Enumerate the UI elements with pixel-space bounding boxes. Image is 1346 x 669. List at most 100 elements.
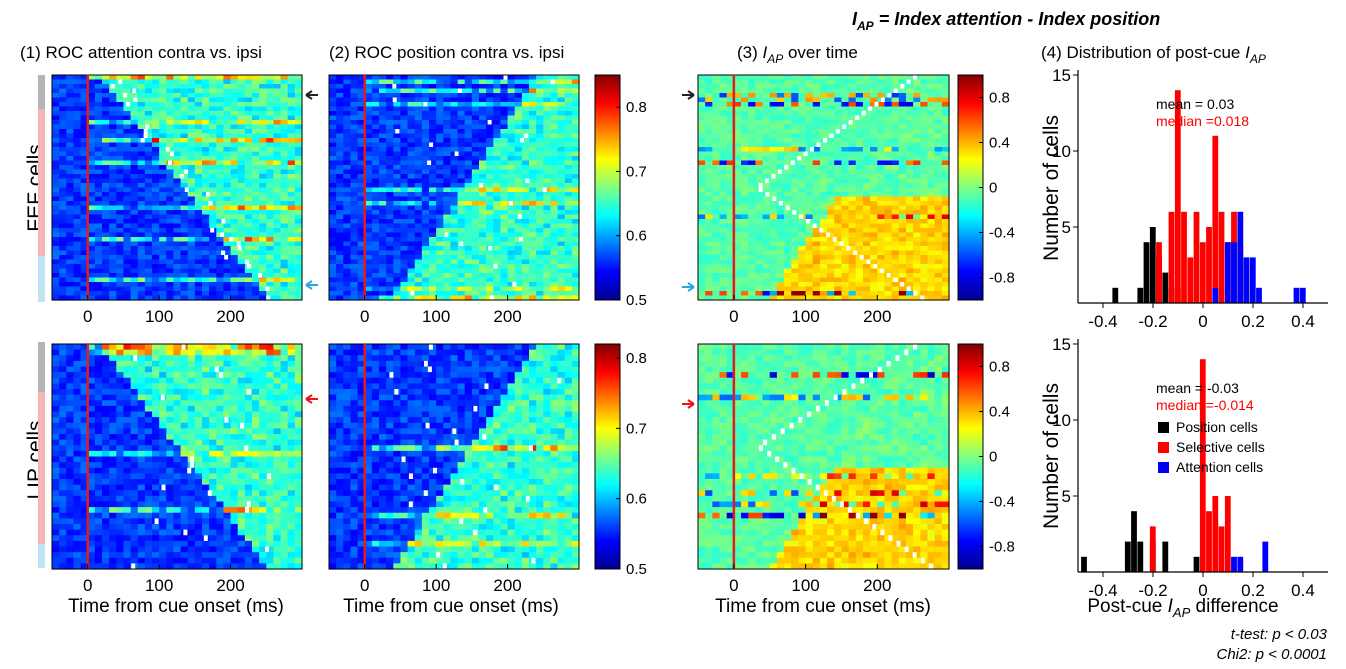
heatmap-cell <box>748 192 756 198</box>
heatmap-cell <box>529 223 537 229</box>
heatmap-cell <box>507 111 516 117</box>
heatmap-cell <box>357 79 366 85</box>
heatmap-cell <box>273 241 282 247</box>
heatmap-cell <box>202 142 210 148</box>
heatmap-cell <box>877 241 886 247</box>
heatmap-cell <box>259 273 267 279</box>
heatmap-cell <box>336 151 344 157</box>
heatmap-cell <box>87 286 96 292</box>
heatmap-cell <box>336 111 344 117</box>
heatmap-cell <box>116 291 125 297</box>
heatmap-cell <box>841 138 850 144</box>
heatmap-cell <box>59 75 67 81</box>
heatmap-cell <box>130 268 139 274</box>
heatmap-cell <box>443 75 452 81</box>
heatmap-cell <box>209 277 217 283</box>
heatmap-cell <box>543 102 552 108</box>
heatmap-cell <box>166 97 175 103</box>
heatmap-cell <box>927 219 936 225</box>
heatmap-cell <box>436 156 444 162</box>
heatmap-cell <box>521 183 530 189</box>
heatmap-cell <box>66 93 75 99</box>
heatmap-cell <box>94 124 103 130</box>
heatmap-cell <box>855 250 864 256</box>
heatmap-cell <box>557 219 566 225</box>
heatmap-cell <box>712 183 721 189</box>
heatmap-cell <box>343 277 352 283</box>
heatmap-cell <box>202 156 210 162</box>
heatmap-cell <box>294 79 303 85</box>
heatmap-cell <box>550 183 559 189</box>
heatmap-cell <box>102 277 110 283</box>
heatmap-cell <box>244 223 253 229</box>
heatmap-cell <box>144 115 153 121</box>
heatmap-cell <box>421 273 430 279</box>
heatmap-cell <box>350 160 359 166</box>
heatmap-cell <box>848 196 857 202</box>
heatmap-cell <box>891 223 900 229</box>
heatmap-cell <box>571 93 580 99</box>
heatmap-cell <box>393 201 402 207</box>
heatmap-cell <box>705 138 713 144</box>
heatmap-cell <box>336 156 344 162</box>
heatmap-cell <box>884 169 893 175</box>
heatmap-cell <box>827 88 835 94</box>
heatmap-cell <box>294 201 303 207</box>
heatmap-cell <box>73 88 82 94</box>
heatmap-cell <box>371 192 380 198</box>
heatmap-cell <box>557 129 566 135</box>
heatmap-cell <box>762 228 771 234</box>
heatmap-cell <box>827 246 835 252</box>
heatmap-cell <box>187 295 196 301</box>
heatmap-cell <box>80 102 89 108</box>
heatmap-cell <box>159 201 167 207</box>
heatmap-cell <box>294 75 303 81</box>
heatmap-cell <box>862 129 871 135</box>
heatmap-cell <box>870 201 878 207</box>
heatmap-cell <box>66 205 75 211</box>
heatmap-cell <box>479 210 487 216</box>
heatmap-cell <box>230 124 239 130</box>
heatmap-cell <box>812 241 821 247</box>
heatmap-cell <box>230 232 239 238</box>
heatmap-cell <box>59 268 67 274</box>
heatmap-cell <box>237 291 246 297</box>
heatmap-cell <box>109 214 117 220</box>
heatmap-cell <box>486 79 494 85</box>
heatmap-cell <box>52 111 60 117</box>
heatmap-cell <box>805 79 814 85</box>
heatmap-cell <box>784 129 792 135</box>
heatmap-cell <box>202 187 210 193</box>
heatmap-cell <box>429 111 437 117</box>
heatmap-cell <box>187 79 196 85</box>
heatmap-cell <box>712 133 721 139</box>
heatmap-cell <box>898 115 907 121</box>
heatmap-cell <box>66 133 75 139</box>
heatmap-cell <box>755 147 764 153</box>
heatmap-cell <box>386 124 394 130</box>
heatmap-cell <box>507 268 516 274</box>
heatmap-cell <box>719 178 728 184</box>
heatmap-cell <box>244 210 253 216</box>
heatmap-cell <box>59 241 67 247</box>
heatmap-cell <box>152 282 160 288</box>
heatmap-cell <box>905 187 914 193</box>
heatmap-cell <box>194 111 203 117</box>
heatmap-cell <box>343 286 352 292</box>
heatmap-cell <box>776 214 785 220</box>
heatmap-cell <box>350 151 359 157</box>
heatmap-cell <box>514 84 523 90</box>
heatmap-cell <box>819 111 828 117</box>
heatmap-cell <box>414 102 423 108</box>
heatmap-cell <box>443 138 452 144</box>
heatmap-cell <box>202 192 210 198</box>
heatmap-cell <box>259 291 267 297</box>
heatmap-cell <box>414 273 423 279</box>
heatmap-cell <box>252 147 260 153</box>
heatmap-cell <box>841 223 850 229</box>
heatmap-cell <box>336 246 344 252</box>
heatmap-cell <box>266 268 275 274</box>
heatmap-cell <box>259 237 267 243</box>
heatmap-cell <box>87 228 96 234</box>
x-tick-label: 100 <box>422 307 450 326</box>
